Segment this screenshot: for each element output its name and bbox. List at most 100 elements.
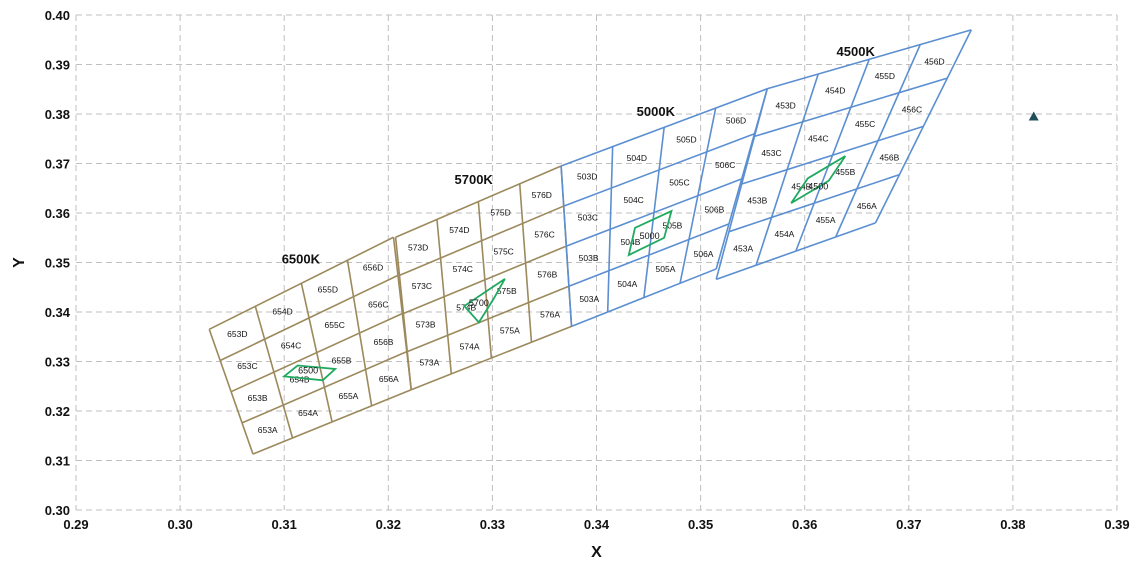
bin-label: 575A xyxy=(500,325,520,335)
bin-label: 576C xyxy=(534,230,554,240)
bin-line xyxy=(403,245,567,315)
bin-label: 574D xyxy=(449,225,469,235)
bin-label: 455A xyxy=(816,215,836,225)
bin-label: 575B xyxy=(497,286,517,296)
y-axis-title: Y xyxy=(11,257,28,268)
group-label-5700K: 5700K xyxy=(455,172,494,187)
bin-label: 574A xyxy=(460,342,480,352)
group-label-4500K: 4500K xyxy=(837,44,876,59)
bin-line xyxy=(566,178,743,247)
bin-label: 505C xyxy=(669,177,689,187)
x-tick-label: 0.32 xyxy=(376,517,401,532)
bin-label: 506D xyxy=(726,116,746,126)
bin-line xyxy=(208,236,394,331)
bin-label: 454A xyxy=(774,229,794,239)
bin-label: 573A xyxy=(419,358,439,368)
bin-label: 654A xyxy=(298,408,318,418)
bin-label: 574C xyxy=(453,264,473,274)
bin-line xyxy=(399,205,565,277)
center-label-5700: 5700 xyxy=(469,298,489,308)
bin-label: 503C xyxy=(578,212,598,222)
y-tick-label: 0.35 xyxy=(45,256,70,271)
x-axis-title: X xyxy=(591,544,602,561)
bin-label: 654C xyxy=(281,340,301,350)
bin-label: 456D xyxy=(924,56,944,66)
bin-label: 655B xyxy=(332,356,352,366)
y-tick-label: 0.31 xyxy=(45,454,70,469)
bin-line xyxy=(767,29,972,90)
bin-label: 656C xyxy=(368,300,388,310)
bin-label: 656A xyxy=(379,374,399,384)
bin-label: 453D xyxy=(775,100,795,110)
center-label-4500: 4500 xyxy=(808,181,828,191)
bin-label: 654D xyxy=(272,307,292,317)
x-tick-label: 0.37 xyxy=(896,517,921,532)
y-tick-label: 0.39 xyxy=(45,58,70,73)
y-tick-label: 0.34 xyxy=(45,305,71,320)
bin-line xyxy=(395,165,562,238)
bin-group-6500K: 653A 653B 653C 653D 654A 654B 654C 654D 655A 655B… xyxy=(208,236,412,455)
y-tick-label: 0.30 xyxy=(45,503,70,518)
bin-label: 453A xyxy=(733,243,753,253)
bin-label: 505B xyxy=(663,221,683,231)
bin-label: 654B xyxy=(290,374,310,384)
bin-label: 456B xyxy=(879,153,899,163)
bin-label: 504A xyxy=(617,279,637,289)
bin-line xyxy=(230,312,403,393)
bin-label: 504D xyxy=(627,153,647,163)
x-tick-label: 0.36 xyxy=(792,517,817,532)
bin-label: 653D xyxy=(227,329,247,339)
y-tick-label: 0.40 xyxy=(45,8,70,23)
y-tick-label: 0.38 xyxy=(45,107,70,122)
bin-grids: 653A 653B 653C 653D 654A 654B 654C 654D 655A 655B… xyxy=(208,29,972,455)
bin-label: 573D xyxy=(408,243,428,253)
bin-line xyxy=(406,285,570,353)
bin-label: 453B xyxy=(747,196,767,206)
center-label-5000: 5000 xyxy=(640,231,660,241)
bin-line xyxy=(571,268,717,328)
bin-label: 506C xyxy=(715,160,735,170)
bin-label: 456A xyxy=(857,201,877,211)
bin-label: 653A xyxy=(258,425,278,435)
center-quads: 6500 5700 5000 4500 xyxy=(281,155,847,382)
bin-line xyxy=(754,77,948,138)
bin-label: 503B xyxy=(579,253,599,263)
bin-label: 573B xyxy=(416,319,436,329)
center-label-6500: 6500 xyxy=(298,365,318,375)
y-tick-label: 0.37 xyxy=(45,157,70,172)
bin-label: 576D xyxy=(532,190,552,200)
bin-line xyxy=(560,88,768,167)
bin-label: 506B xyxy=(704,204,724,214)
bin-label: 503A xyxy=(579,294,599,304)
bin-group-4500K: 453A453B453C453D454A454B454C454D455A455B… xyxy=(715,29,972,281)
tick-labels: 0.29 0.30 0.31 0.32 0.33 0.34 0.35 0.36 0.37 0.38… xyxy=(45,8,1130,532)
bin-group-5000K: 503A 503B 503C 503D 504A 504B 504C 504D 505A 505B… xyxy=(560,88,768,328)
x-tick-label: 0.35 xyxy=(688,517,713,532)
bin-label: 576A xyxy=(540,309,560,319)
bin-label: 504B xyxy=(621,237,641,247)
bin-label: 656B xyxy=(374,337,394,347)
bin-line xyxy=(741,125,924,185)
bin-label: 575D xyxy=(490,207,510,217)
bin-label: 573C xyxy=(412,281,432,291)
bin-label: 505A xyxy=(656,264,676,274)
gridlines xyxy=(75,14,1118,511)
bin-line xyxy=(563,133,755,207)
bin-label: 506A xyxy=(694,249,714,259)
bin-label: 656D xyxy=(363,262,383,272)
x-tick-label: 0.33 xyxy=(480,517,505,532)
x-tick-label: 0.38 xyxy=(1000,517,1025,532)
y-tick-label: 0.36 xyxy=(45,206,70,221)
x-tick-label: 0.34 xyxy=(584,517,610,532)
markers xyxy=(1028,111,1039,121)
bin-line xyxy=(715,222,876,281)
bin-label: 505D xyxy=(676,134,696,144)
bin-line xyxy=(252,388,412,455)
bin-label: 575C xyxy=(494,247,514,257)
bin-line xyxy=(219,274,399,362)
group-label-6500K: 6500K xyxy=(282,251,321,266)
bin-line xyxy=(241,350,408,424)
x-tick-label: 0.31 xyxy=(272,517,297,532)
bin-label: 653C xyxy=(237,361,257,371)
bin-group-5700K: 573A573B573C573D574A574B574C574D575A575B… xyxy=(394,165,573,391)
